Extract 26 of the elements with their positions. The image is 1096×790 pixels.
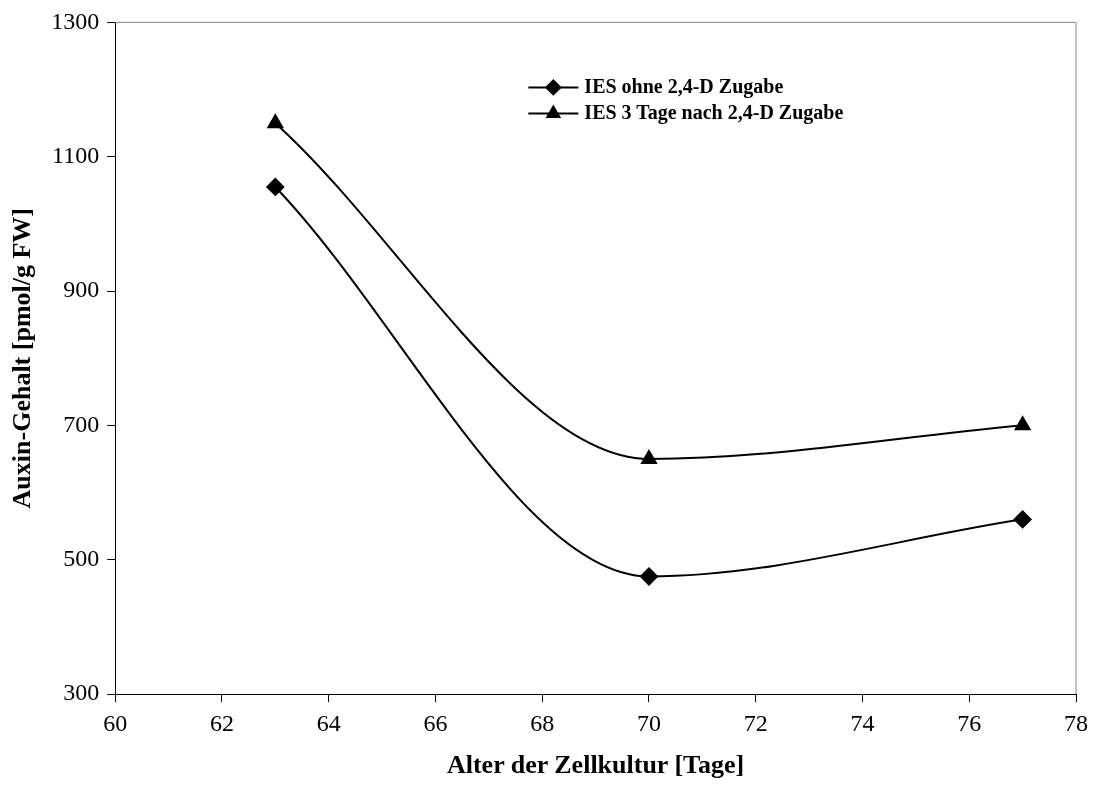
x-tick-label: 60 bbox=[103, 709, 128, 736]
x-tick-label: 74 bbox=[850, 709, 875, 736]
x-tick-label: 72 bbox=[743, 709, 768, 736]
x-tick-label: 70 bbox=[636, 709, 661, 736]
y-tick-label: 1100 bbox=[52, 142, 100, 169]
x-tick-label: 78 bbox=[1064, 709, 1088, 736]
point bbox=[267, 114, 284, 129]
point bbox=[1014, 416, 1031, 431]
y-tick-label: 300 bbox=[63, 679, 100, 706]
point bbox=[1013, 510, 1032, 529]
x-tick-label: 64 bbox=[316, 709, 341, 736]
x-tick-label: 66 bbox=[423, 709, 448, 736]
y-tick-label: 500 bbox=[63, 544, 100, 571]
x-axis-title: Alter der Zellkultur [Tage] bbox=[446, 750, 745, 780]
x-tick-label: 62 bbox=[209, 709, 234, 736]
point bbox=[639, 567, 658, 586]
x-tick-label: 68 bbox=[530, 709, 555, 736]
legend-label: IES ohne 2,4-D Zugabe bbox=[584, 74, 784, 98]
y-axis-title: Auxin-Gehalt [pmol/g FW] bbox=[7, 207, 37, 509]
point bbox=[266, 177, 285, 196]
legend-label: IES 3 Tage nach 2,4-D Zugabe bbox=[584, 100, 844, 124]
point bbox=[641, 449, 657, 464]
y-tick-label: 1300 bbox=[51, 7, 100, 34]
y-tick-label: 700 bbox=[63, 410, 100, 437]
x-tick-label: 76 bbox=[957, 709, 982, 736]
y-tick-label: 900 bbox=[63, 276, 100, 303]
